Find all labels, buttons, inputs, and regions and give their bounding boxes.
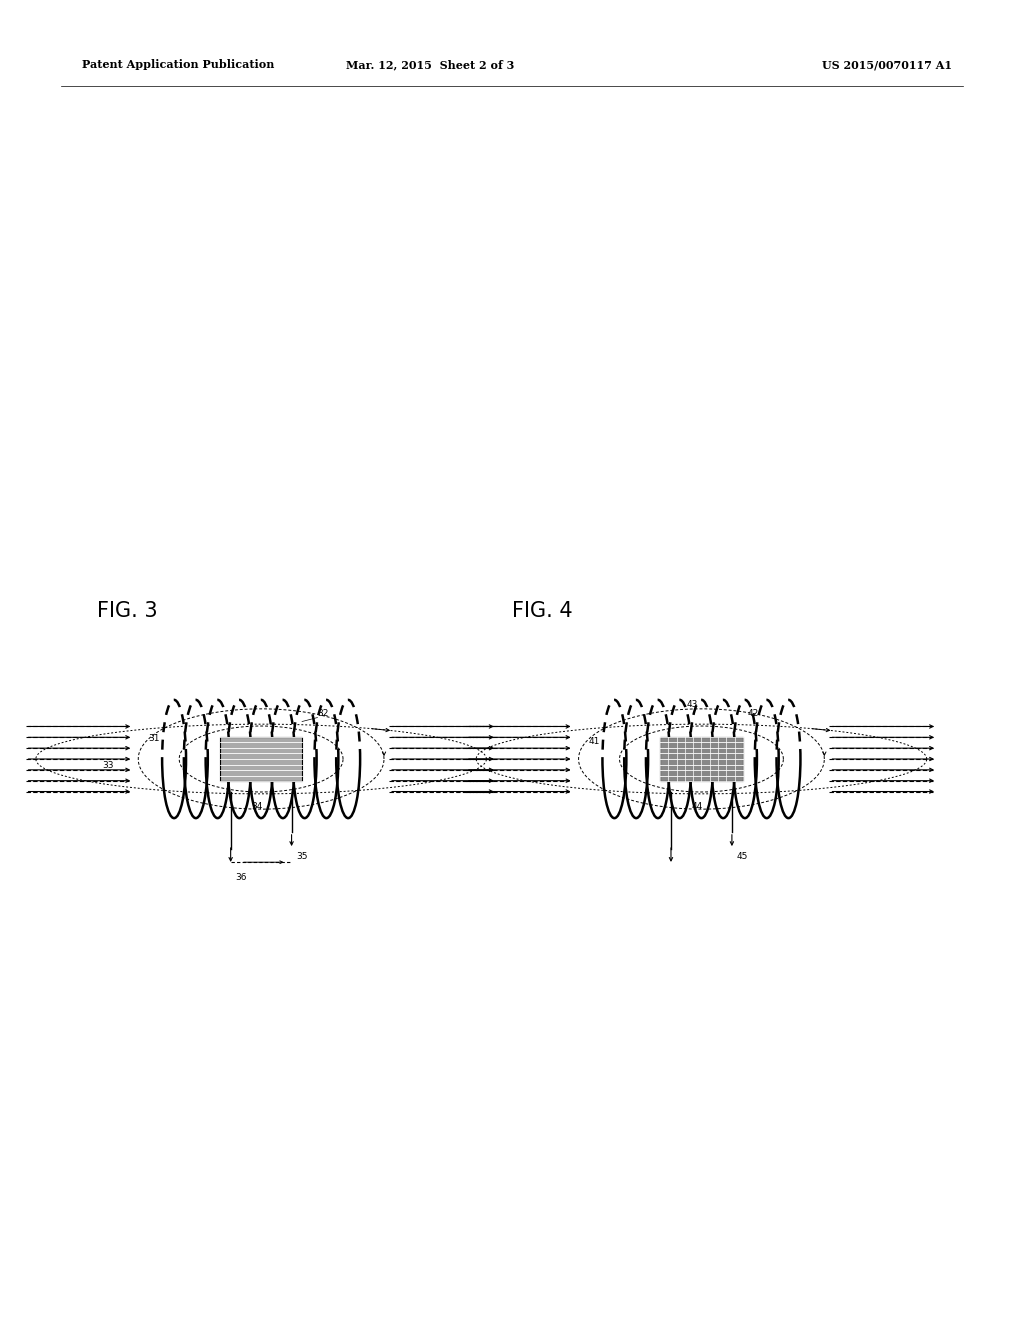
Text: FIG. 4: FIG. 4 <box>512 601 572 620</box>
Text: 41: 41 <box>589 737 600 746</box>
Text: 31: 31 <box>148 734 160 743</box>
Text: Mar. 12, 2015  Sheet 2 of 3: Mar. 12, 2015 Sheet 2 of 3 <box>346 59 514 70</box>
Text: 45: 45 <box>737 851 749 861</box>
Text: 43: 43 <box>686 700 697 709</box>
Text: 36: 36 <box>234 873 247 882</box>
Text: US 2015/0070117 A1: US 2015/0070117 A1 <box>822 59 952 70</box>
Bar <box>660 737 742 781</box>
Text: FIG. 3: FIG. 3 <box>97 601 158 620</box>
Text: 42: 42 <box>748 709 759 718</box>
Bar <box>220 737 302 781</box>
Text: 44: 44 <box>691 801 702 810</box>
Text: 34: 34 <box>251 801 262 810</box>
Text: 33: 33 <box>102 760 114 770</box>
Text: 32: 32 <box>317 709 329 718</box>
Text: Patent Application Publication: Patent Application Publication <box>82 59 274 70</box>
Text: 35: 35 <box>297 851 308 861</box>
